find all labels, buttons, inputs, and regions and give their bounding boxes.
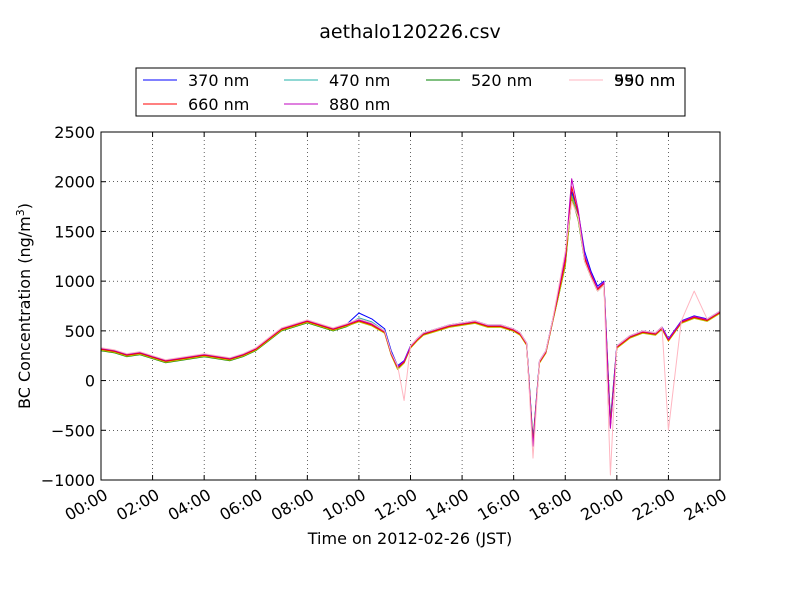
legend-label: 590 nm (614, 71, 675, 90)
y-tick-label: 1000 (54, 272, 95, 291)
y-tick-label: 1500 (54, 222, 95, 241)
y-tick-label: 500 (64, 322, 95, 341)
y-tick-label: −1000 (41, 471, 95, 490)
legend-item-880-nm: 880 nm (284, 95, 390, 114)
legend-label: 470 nm (329, 71, 390, 90)
legend-item-470-nm: 470 nm (284, 71, 390, 90)
legend-item-660-nm: 660 nm (143, 95, 249, 114)
legend-box (135, 67, 686, 117)
y-axis-label-main: BC Concentration (ng/m (15, 216, 34, 409)
legend: 370 nm 470 nm 520 nm 590 nm 660 nm 880 nm 950 … (135, 67, 686, 117)
legend-item-520-nm: 520 nm (426, 71, 532, 90)
legend-label: 660 nm (188, 95, 249, 114)
legend-item-950-nm: 950 nm (569, 71, 675, 90)
legend-label: 880 nm (329, 95, 390, 114)
legend-label: 950 nm (614, 71, 675, 90)
y-axis-label-close: ) (15, 203, 34, 209)
y-axis-label: BC Concentration (ng/m3) (14, 203, 34, 409)
y-axis-label-superscript: 3 (14, 209, 27, 216)
y-tick-label: −500 (51, 421, 95, 440)
y-tick-label: 2500 (54, 123, 95, 142)
y-tick-label: 0 (85, 372, 95, 391)
legend-label: 370 nm (188, 71, 249, 90)
series-line-950-nm (100, 201, 721, 476)
y-tick-labels: 2500 2000 1500 1000 500 0 −500 −1000 (41, 123, 95, 490)
chart-title: aethalo120226.csv (319, 21, 501, 43)
x-axis-label: Time on 2012-02-26 (JST) (307, 529, 512, 548)
axis-ticks (100, 131, 721, 481)
series-lines (100, 178, 721, 476)
y-tick-label: 2000 (54, 173, 95, 192)
legend-label: 520 nm (471, 71, 532, 90)
legend-item-370-nm: 370 nm (143, 71, 249, 90)
